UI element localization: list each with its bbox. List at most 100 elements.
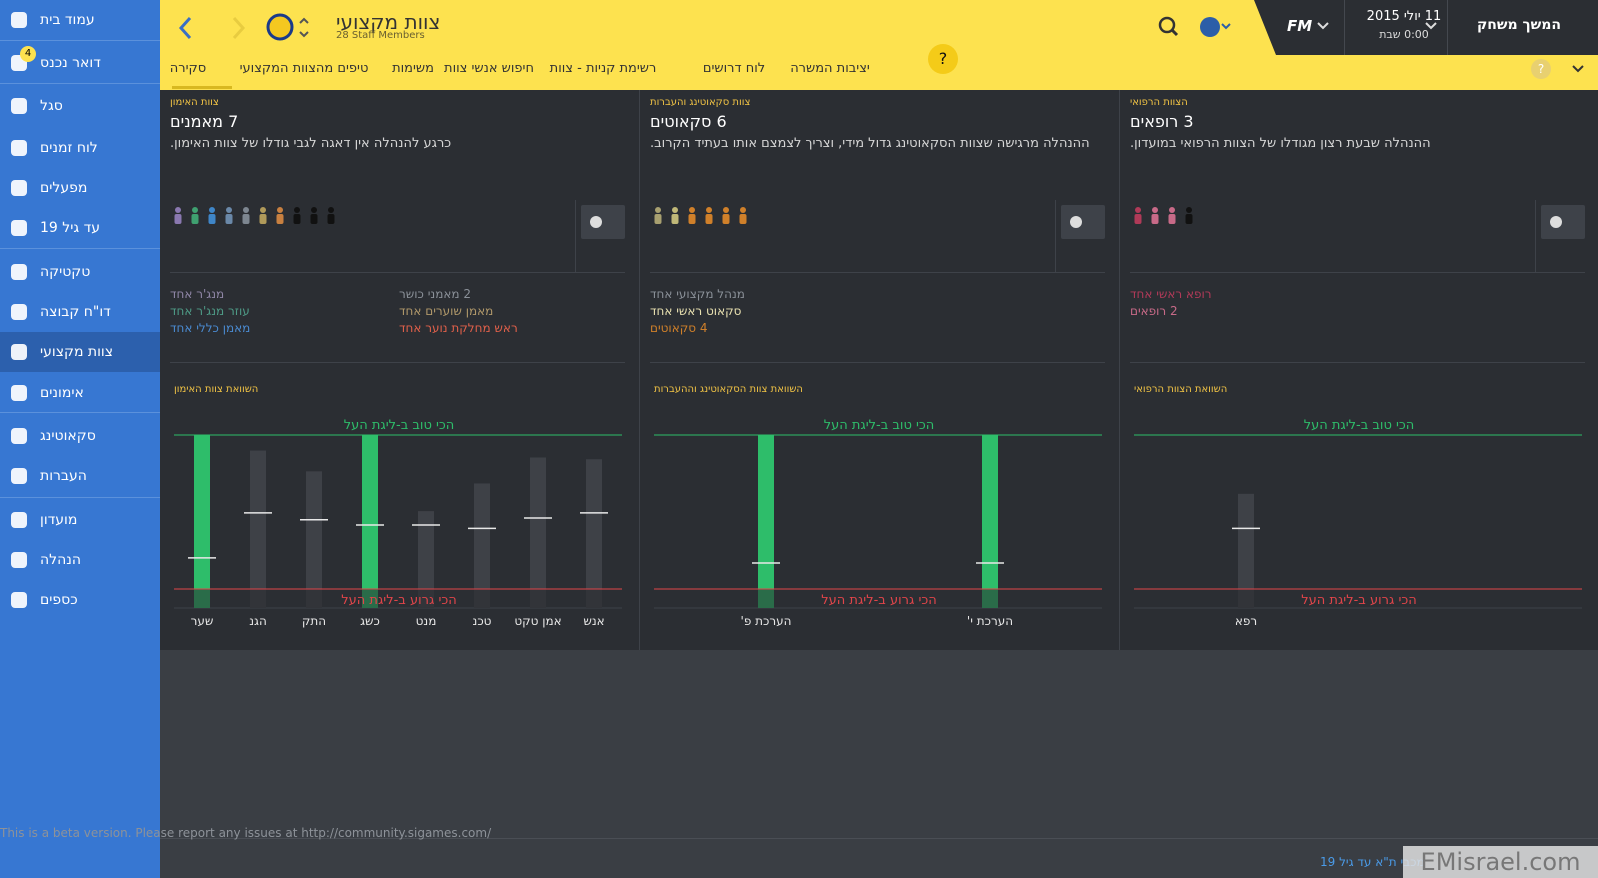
role-line: 2 מאמני כושר [399,287,471,301]
staff-menu-button[interactable] [1541,205,1585,239]
staff-icons [174,207,335,224]
bar-shade [758,588,774,608]
help-icon[interactable]: ? [1531,59,1551,79]
bar [194,435,210,608]
sidebar-item[interactable]: כספים [0,580,160,620]
comparison-chart: הערכת פ' הערכת י' הכי טוב ב-ליגת העל הכי גר… [654,418,1102,628]
sidebar-icon [11,264,27,280]
breadcrumb[interactable]: צוות סקאוטינג והעברות [650,97,751,108]
help-button[interactable]: ? [928,44,958,74]
panel-heading: 3 רופאים [1130,112,1194,131]
staff-panel: צוות סקאוטינג והעברות 6 סקאוטים ההנהלה מרג… [640,90,1120,650]
bar-label: הגנ [249,614,267,628]
bar [250,450,266,608]
menu-chevron[interactable] [1570,62,1586,76]
sidebar-item[interactable]: סגל [0,86,160,126]
watermark: EMisrael.com [1403,846,1598,878]
bar-label: הערכת י' [967,614,1013,628]
staff-icon-body [671,214,679,224]
sidebar-item[interactable]: הנהלה [0,540,160,580]
staff-icon-body [1134,214,1142,224]
bar [418,511,434,608]
sidebar-item[interactable]: עד גיל 19 [0,208,160,248]
sidebar-icon [11,385,27,401]
game-time[interactable]: 0:00 שבת [1379,28,1429,41]
sidebar-item[interactable]: דו"ח קבוצה [0,292,160,332]
staff-icon-head [740,207,746,213]
divider [170,272,625,273]
role-line: רופא ראשי אחד [1130,287,1212,301]
staff-menu-button[interactable] [581,205,625,239]
game-date[interactable]: 11 יולי 2015 [1366,9,1442,24]
sidebar-separator [0,83,160,84]
breadcrumb[interactable]: הצוות הרפואי [1130,97,1188,108]
tab[interactable]: טיפים מהצוות המקצועי [239,61,369,76]
comparison-chart: שער הגנ התק כשג מנט טכנ אמן טקט אנש הכי טוב ב-לי… [174,418,622,628]
sidebar-separator [0,40,160,41]
fm-logo[interactable]: FM [1287,17,1313,35]
divider [170,362,625,363]
sidebar-item[interactable]: סקאוטינג [0,416,160,456]
sidebar-icon [11,468,27,484]
tab[interactable]: סקירה [169,61,207,76]
sidebar-item[interactable]: מועדון [0,500,160,540]
game-bar: FM 11 יולי 2015 0:00 שבת המשך משחק [1254,0,1598,55]
divider [1447,0,1448,55]
sidebar-icon [11,180,27,196]
bar-shade [306,588,322,608]
panel-heading: 7 מאמנים [170,112,239,131]
tab[interactable]: רשימת קניות - צוות [549,61,657,76]
comparison-chart: רפא הכי טוב ב-ליגת העל הכי גרוע ב-ליגת העל [1134,418,1582,628]
sidebar: עמוד בית דואר נכנס סגל לוח זמנים מפעלים עד גי… [0,0,160,878]
staff-icons [1134,207,1193,224]
bar-label: מנט [416,614,437,628]
sidebar-icon [11,220,27,236]
button-icon [1070,216,1082,228]
sidebar-item[interactable]: אימונים [0,373,160,413]
sidebar-item[interactable]: העברות [0,456,160,496]
button-icon [1550,216,1562,228]
bar [586,459,602,608]
staff-icon-head [226,207,232,213]
chevron [1425,22,1437,30]
staff-menu-button[interactable] [1061,205,1105,239]
staff-icon-head [689,207,695,213]
search-globe[interactable] [1156,14,1236,40]
staff-icon-body [1185,214,1193,224]
breadcrumb[interactable]: צוות האימון [170,97,219,108]
continue-button[interactable]: המשך משחק [1477,17,1561,33]
staff-icon-body [739,214,747,224]
sidebar-separator [0,248,160,249]
mail-badge: 4 [20,46,36,62]
staff-icon-head [328,207,334,213]
staff-icon-body [688,214,696,224]
sidebar-item[interactable]: עמוד בית [0,0,160,40]
tab[interactable]: משימות [392,61,434,76]
beta-notice: This is a beta version. Please report an… [0,826,492,840]
bar-shade [474,588,490,608]
role-line: מנג'ר אחד [170,287,225,301]
club-badge[interactable] [266,12,318,44]
sidebar-item[interactable]: לוח זמנים [0,128,160,168]
sidebar-label: עמוד בית [40,12,95,28]
worst-label: הכי גרוע ב-ליגת העל [341,593,456,608]
tab[interactable]: יציבות המשרה [790,61,870,76]
sidebar-item[interactable]: צוות מקצועי [0,332,160,372]
divider [1130,272,1585,273]
role-line: 4 סקאוטים [650,321,708,335]
bar-shade [194,588,210,608]
nav-arrows[interactable] [174,12,264,44]
sidebar-item[interactable]: טקטיקה [0,252,160,292]
role-line: מאמן שוערים אחד [399,304,494,318]
role-line: ראש מחלקת נוער אחד [399,321,518,335]
best-label: הכי טוב ב-ליגת העל [824,418,935,433]
staff-icon-body [1151,214,1159,224]
sidebar-separator [0,412,160,413]
worst-label: הכי גרוע ב-ליגת העל [1301,593,1416,608]
sidebar-item[interactable]: מפעלים [0,168,160,208]
sidebar-label: העברות [40,468,87,484]
tab[interactable]: חיפוש אנשי צוות [444,61,534,76]
tab[interactable]: לוח דרושים [702,61,766,76]
footer-link[interactable]: מכבי ת"א עד גיל 19 [1320,855,1425,869]
